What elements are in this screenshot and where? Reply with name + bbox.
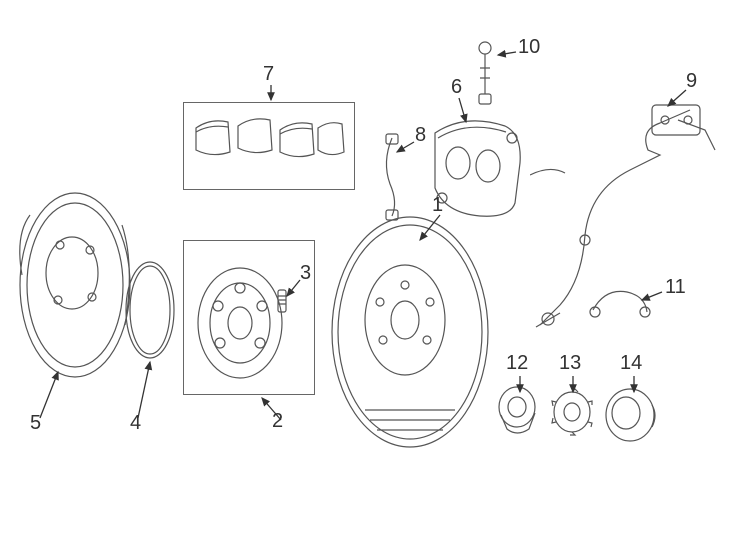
- hub-cap-part: [602, 385, 662, 445]
- wire-clip-part: [585, 280, 655, 330]
- callout-8: 8: [415, 124, 426, 147]
- callout-10: 10: [518, 36, 540, 59]
- callout-9: 9: [686, 70, 697, 93]
- callout-13: 13: [559, 352, 581, 375]
- callout-11: 11: [665, 276, 686, 299]
- o-ring-part: [120, 255, 180, 365]
- callout-12: 12: [506, 352, 528, 375]
- gear-nut-part: [548, 388, 596, 440]
- parts-diagram: 1 2 3 4 5 6 7 8 9 10 11 12 13 14: [0, 0, 734, 540]
- callout-1: 1: [432, 194, 443, 217]
- wheel-hub-part: [190, 258, 300, 388]
- callout-14: 14: [620, 352, 642, 375]
- callout-3: 3: [300, 262, 311, 285]
- callout-2: 2: [272, 410, 283, 433]
- callout-5: 5: [30, 412, 41, 435]
- bushing-part: [495, 385, 543, 440]
- brake-pads-part: [190, 110, 348, 182]
- brake-rotor-part: [325, 210, 495, 455]
- callout-7: 7: [263, 63, 274, 86]
- sensor-bracket-part: [470, 38, 500, 108]
- brake-hose-part: [372, 132, 412, 222]
- callout-4: 4: [130, 412, 141, 435]
- callout-6: 6: [451, 76, 462, 99]
